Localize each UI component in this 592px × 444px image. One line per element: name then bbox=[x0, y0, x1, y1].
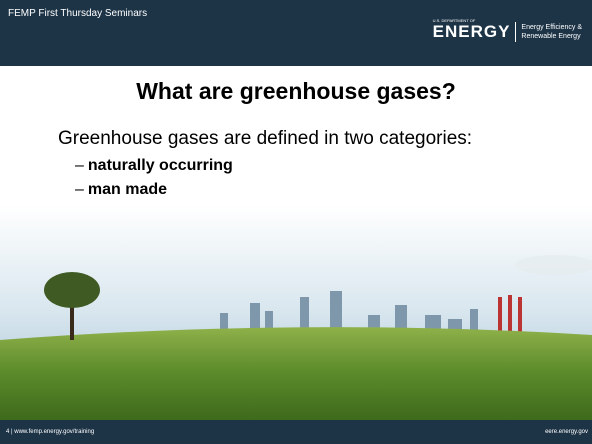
bullet-marker: – bbox=[75, 181, 84, 198]
logo-tagline: Energy Efficiency & bbox=[521, 24, 582, 31]
bullet: –man made bbox=[75, 181, 167, 199]
bullet-text: man made bbox=[88, 181, 167, 198]
footer-left: 4 | www.femp.energy.gov/training bbox=[6, 429, 94, 435]
footer-bar: 4 | www.femp.energy.gov/training eere.en… bbox=[0, 420, 592, 444]
slide-title: What are greenhouse gases? bbox=[0, 78, 592, 105]
header-bar: FEMP First Thursday Seminars U.S. DEPART… bbox=[0, 0, 592, 68]
slide: FEMP First Thursday Seminars U.S. DEPART… bbox=[0, 0, 592, 444]
body-text: Greenhouse gases are defined in two cate… bbox=[58, 128, 472, 150]
logo: U.S. DEPARTMENT OF ENERGY Energy Efficie… bbox=[433, 22, 582, 42]
bullet-marker: – bbox=[75, 157, 84, 174]
header-title: FEMP First Thursday Seminars bbox=[8, 8, 147, 19]
logo-tagline: Renewable Energy bbox=[521, 33, 580, 40]
bullet: –naturally occurring bbox=[75, 157, 233, 175]
logo-department: U.S. DEPARTMENT OF bbox=[433, 18, 476, 23]
footer-right: eere.energy.gov bbox=[545, 429, 588, 435]
bullet-text: naturally occurring bbox=[88, 157, 233, 174]
scene-image bbox=[0, 205, 592, 420]
logo-wordmark: ENERGY bbox=[433, 22, 517, 42]
